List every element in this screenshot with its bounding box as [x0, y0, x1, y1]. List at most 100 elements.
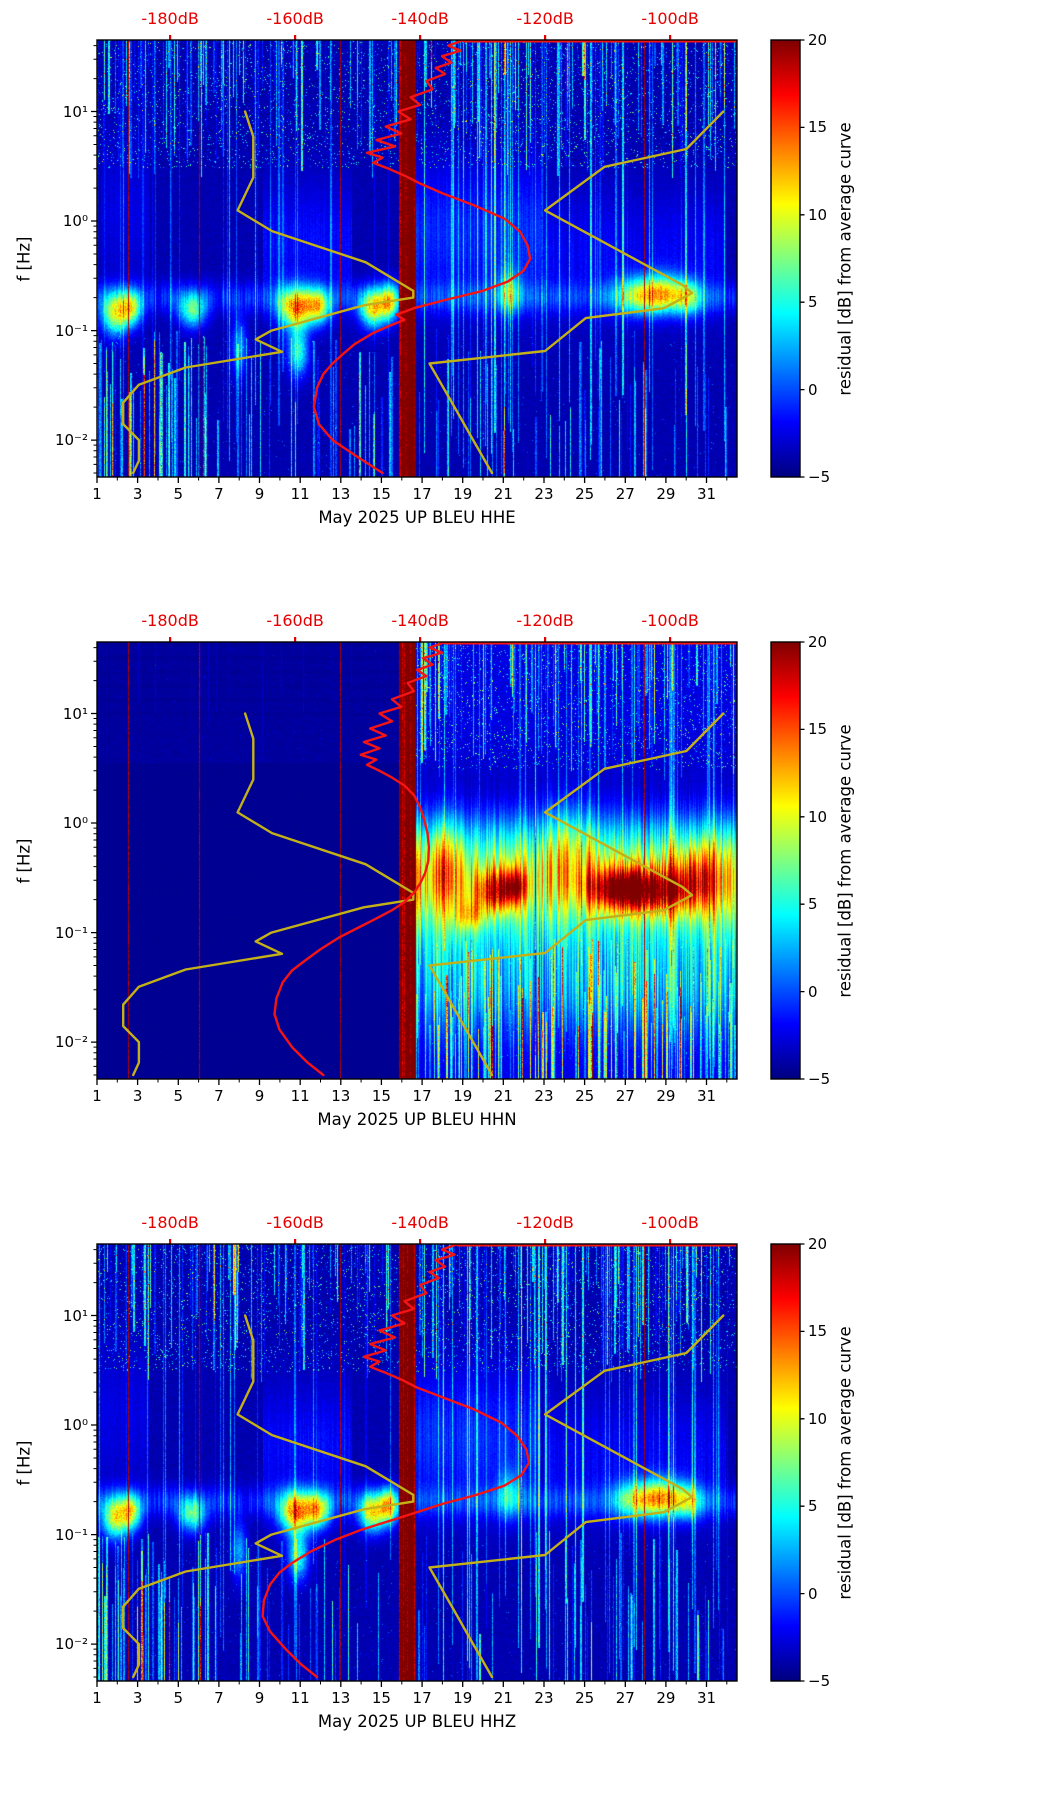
x-tick-label: 15 [371, 1087, 391, 1105]
x-tick-label: 11 [290, 1689, 310, 1707]
x-tick-label: 9 [254, 1689, 265, 1707]
x-tick-label: 17 [412, 485, 432, 503]
y-axis-label-text: f [Hz] [14, 838, 34, 883]
colorbar-label: residual [dB] from average curve [830, 1244, 860, 1681]
x-tick-label: 25 [575, 485, 595, 503]
x-tick-label: 23 [534, 1087, 554, 1105]
top-axis-db-label: -100dB [641, 9, 699, 28]
colorbar-tick-label: −5 [808, 468, 831, 486]
top-axis-db-label: -100dB [641, 611, 699, 630]
colorbar-label: residual [dB] from average curve [830, 642, 860, 1079]
top-axis-db-label: -180dB [141, 1213, 199, 1232]
top-axis-db-label: -140dB [391, 1213, 449, 1232]
y-tick-label: 10⁰ [62, 814, 88, 833]
x-tick-label: 11 [290, 1087, 310, 1105]
x-tick-label: 7 [214, 1087, 224, 1105]
top-axis-db-label: -140dB [391, 611, 449, 630]
x-tick-label: 27 [615, 1087, 635, 1105]
top-axis-db-label: -140dB [391, 9, 449, 28]
x-tick-label: 31 [696, 1087, 717, 1105]
colorbar-tick-label: 0 [808, 380, 818, 399]
colorbar-label-text: residual [dB] from average curve [835, 1325, 855, 1600]
y-tick-label: 10⁻² [54, 431, 88, 450]
spectrogram-panel: f [Hz] May 2025 UP BLEU HHE residual [dB… [0, 0, 1052, 602]
x-axis-label: May 2025 UP BLEU HHE [318, 508, 516, 527]
y-tick-label: 10⁻¹ [54, 923, 88, 942]
y-tick-label: 10¹ [62, 1306, 88, 1325]
x-tick-label: 31 [696, 485, 717, 503]
x-tick-label: 19 [453, 485, 473, 503]
colorbar-gradient [771, 40, 800, 477]
x-tick-label: 21 [493, 485, 513, 503]
x-tick-label: 15 [371, 1689, 391, 1707]
x-tick-label: 25 [575, 1689, 595, 1707]
colorbar-tick-label: 20 [808, 31, 828, 49]
x-tick-label: 7 [214, 485, 224, 503]
top-axis-db-label: -120dB [516, 611, 574, 630]
x-tick-label: 5 [173, 485, 184, 503]
top-axis-db-label: -160dB [266, 1213, 324, 1232]
x-tick-label: 29 [656, 485, 676, 503]
x-tick-label: 27 [615, 1689, 635, 1707]
y-axis-label-text: f [Hz] [14, 1440, 34, 1485]
top-axis-db-label: -120dB [516, 1213, 574, 1232]
colorbar-label-text: residual [dB] from average curve [835, 723, 855, 998]
x-tick-label: 29 [656, 1087, 676, 1105]
x-tick-label: 21 [493, 1689, 513, 1707]
x-tick-label: 1 [92, 485, 102, 503]
x-tick-label: 3 [132, 485, 143, 503]
x-tick-label: 23 [534, 485, 554, 503]
colorbar-tick-label: 10 [808, 205, 828, 224]
spectrogram-heatmap [97, 642, 737, 1079]
x-tick-label: 29 [656, 1689, 676, 1707]
colorbar-tick-label: 20 [808, 633, 828, 651]
x-tick-label: 9 [254, 485, 265, 503]
top-axis-db-label: -180dB [141, 611, 199, 630]
x-axis-label: May 2025 UP BLEU HHN [317, 1110, 517, 1129]
colorbar-tick-label: 10 [808, 1409, 828, 1428]
x-tick-label: 3 [132, 1087, 143, 1105]
colorbar-label-text: residual [dB] from average curve [835, 121, 855, 396]
colorbar-tick-label: 5 [808, 895, 818, 914]
x-tick-label: 17 [412, 1689, 432, 1707]
x-tick-label: 19 [453, 1087, 473, 1105]
y-tick-label: 10¹ [62, 704, 88, 723]
top-axis-db-label: -120dB [516, 9, 574, 28]
y-axis-label-text: f [Hz] [14, 236, 34, 281]
y-tick-label: 10⁻¹ [54, 1525, 88, 1544]
colorbar-tick-label: 0 [808, 982, 818, 1001]
colorbar-tick-label: 10 [808, 807, 828, 826]
x-tick-label: 13 [331, 1689, 351, 1707]
x-tick-label: 19 [453, 1689, 473, 1707]
y-tick-label: 10⁰ [62, 1416, 88, 1435]
x-tick-label: 1 [92, 1087, 102, 1105]
x-tick-label: 7 [214, 1689, 224, 1707]
y-tick-label: 10¹ [62, 102, 88, 121]
colorbar-tick-label: −5 [808, 1672, 831, 1690]
y-tick-label: 10⁻² [54, 1635, 88, 1654]
colorbar-ticks [800, 1243, 805, 1682]
colorbar-label: residual [dB] from average curve [830, 40, 860, 477]
top-axis-db-label: -160dB [266, 9, 324, 28]
spectrogram-panel: f [Hz] May 2025 UP BLEU HHN residual [dB… [0, 602, 1052, 1204]
colorbar-tick-label: 15 [808, 118, 828, 137]
colorbar-ticks [800, 641, 805, 1080]
colorbar-tick-label: 15 [808, 720, 828, 739]
x-tick-label: 5 [173, 1087, 184, 1105]
y-tick-label: 10⁰ [62, 212, 88, 231]
colorbar-tick-label: 5 [808, 293, 818, 312]
spectrogram-heatmap [97, 1244, 737, 1681]
y-tick-label: 10⁻² [54, 1033, 88, 1052]
top-axis-db-label: -180dB [141, 9, 199, 28]
x-tick-label: 23 [534, 1689, 554, 1707]
x-tick-label: 13 [331, 1087, 351, 1105]
spectrogram-heatmap [97, 40, 737, 477]
x-tick-label: 27 [615, 485, 635, 503]
x-tick-label: 11 [290, 485, 310, 503]
x-tick-label: 9 [254, 1087, 265, 1105]
x-tick-label: 25 [575, 1087, 595, 1105]
colorbar-gradient [771, 1244, 800, 1681]
colorbar-tick-label: −5 [808, 1070, 831, 1088]
colorbar-tick-label: 15 [808, 1322, 828, 1341]
